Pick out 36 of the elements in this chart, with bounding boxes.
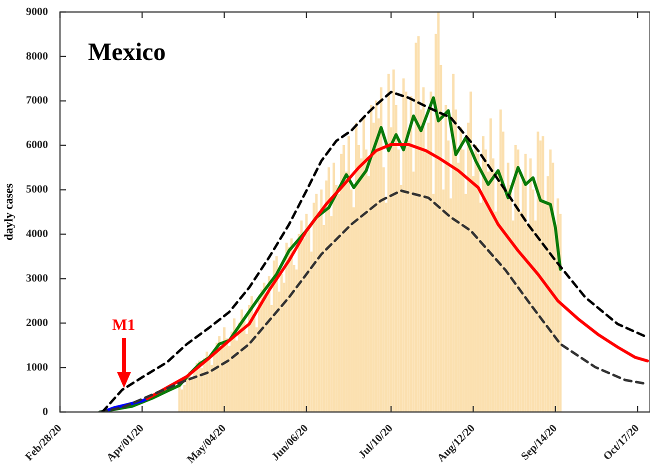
bar [380, 87, 382, 412]
bar [516, 149, 520, 412]
y-axis-title: dayly cases [1, 183, 16, 240]
bar [524, 154, 527, 412]
y-tick-label: 4000 [26, 228, 48, 240]
bar [332, 162, 336, 412]
bar [275, 256, 278, 412]
bar [444, 105, 448, 412]
bar [514, 145, 517, 412]
bar [542, 136, 544, 412]
y-tick-label: 1000 [26, 361, 48, 374]
bar [370, 105, 372, 412]
y-tick-label: 8000 [26, 50, 48, 62]
bar [470, 92, 472, 412]
bar [387, 74, 390, 412]
y-tick-label: 3000 [26, 272, 48, 285]
bar [402, 78, 405, 412]
y-tick-label: 6000 [26, 139, 48, 152]
bar [489, 118, 492, 412]
y-tick-label: 7000 [26, 94, 48, 107]
bar [355, 122, 358, 412]
bar [262, 282, 266, 412]
bar [549, 149, 552, 412]
bar [452, 74, 455, 412]
bar [499, 109, 502, 412]
annotation: M1 [112, 317, 136, 334]
bar [482, 136, 484, 412]
bar [536, 132, 540, 412]
text: Mexico [88, 39, 166, 66]
bar [430, 92, 432, 412]
bar [506, 162, 510, 412]
y-tick-label: 2000 [26, 316, 48, 329]
y-tick-label: 0 [42, 406, 48, 418]
y-tick-label: 9000 [26, 6, 48, 18]
bar [285, 242, 288, 412]
y-tick-label: 5000 [26, 184, 48, 196]
